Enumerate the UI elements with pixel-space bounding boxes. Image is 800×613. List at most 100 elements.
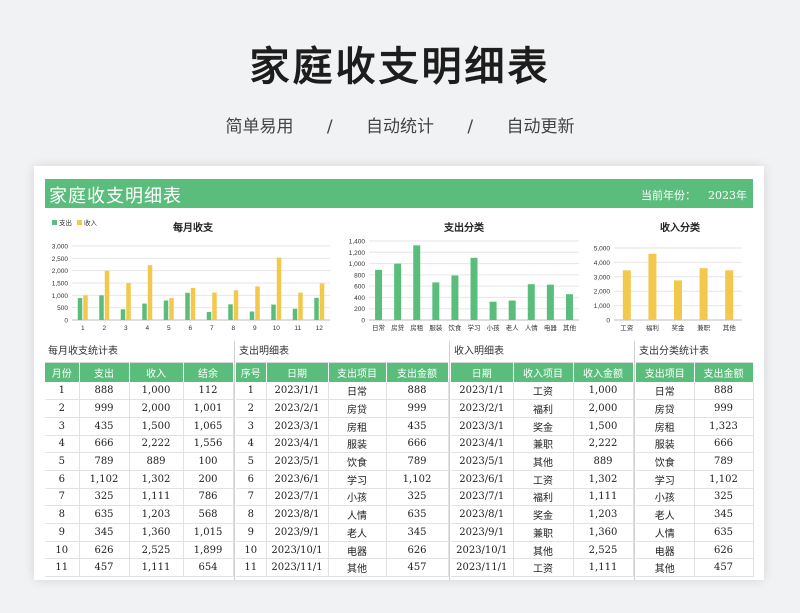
- table-cell: 其他: [513, 541, 574, 560]
- table-cell: 学习: [328, 470, 387, 489]
- expense-category-chart-svg: 支出分类 0 200 400 600 800 1,000 1,200 1,400 日常 房贷 房租 服装…: [349, 221, 579, 332]
- table-cell: 457: [694, 558, 754, 578]
- subtitle-separator: /: [467, 117, 474, 137]
- column-divider: [234, 341, 235, 580]
- table-cell: 工资: [513, 382, 574, 401]
- x-tick-label: 2: [102, 325, 106, 332]
- table-row: 饮食 789: [636, 452, 754, 471]
- table-cell: 房贷: [328, 399, 387, 418]
- column-header: 收入项目: [513, 363, 574, 382]
- table-cell: 2023/2/1: [451, 399, 514, 418]
- table-cell: 1,203: [573, 505, 634, 524]
- table-cell: 2023/10/1: [266, 541, 329, 560]
- table-cell: 635: [386, 505, 449, 524]
- table-row: 日常 888: [636, 382, 754, 401]
- table-row: 小孩 325: [636, 488, 754, 507]
- subtitle-separator: /: [326, 117, 333, 137]
- table-cell: 457: [386, 558, 449, 578]
- table-cell: 789: [79, 452, 130, 471]
- bar: [489, 301, 497, 320]
- table-cell: 1,102: [694, 470, 754, 489]
- table-row: 9 2023/9/1 老人 345: [236, 523, 449, 542]
- table-row: 3 2023/3/1 房租 435: [236, 417, 449, 436]
- table-cell: 889: [573, 452, 634, 471]
- x-tick-label: 兼职: [697, 323, 711, 332]
- spreadsheet-preview: 家庭收支明细表 当前年份： 2023年 每月收支 0 500 1,000 1,500 2,…: [34, 166, 764, 580]
- table-cell: 人情: [328, 505, 387, 524]
- table-header-row: 月份 支出 收入 结余: [45, 363, 234, 382]
- table-cell: 10: [45, 541, 80, 560]
- expense-table-title: 支出明细表: [236, 341, 448, 363]
- table-cell: 小孩: [328, 488, 387, 507]
- table-cell: 奖金: [513, 505, 574, 524]
- table-row: 2023/3/1 奖金 1,500: [451, 417, 634, 436]
- table-cell: 626: [694, 541, 754, 560]
- table-cell: 福利: [513, 488, 574, 507]
- table-row: 2023/2/1 福利 2,000: [451, 399, 634, 418]
- table-cell: 999: [694, 399, 754, 418]
- table-cell: 房租: [636, 417, 695, 436]
- bar: [565, 294, 573, 320]
- bar: [212, 292, 217, 320]
- y-tick-label: 1,500: [52, 281, 69, 288]
- table-cell: 福利: [513, 399, 574, 418]
- table-cell: 服装: [636, 435, 695, 454]
- table-cell: 7: [236, 488, 267, 507]
- sheet-title: 家庭收支明细表: [49, 186, 182, 207]
- y-tick-label: 0: [64, 318, 68, 325]
- bar: [185, 292, 190, 320]
- bar: [99, 295, 104, 320]
- bar: [147, 265, 153, 320]
- table-cell: 1,500: [129, 417, 184, 436]
- table-cell: 2023/4/1: [451, 435, 514, 454]
- table-cell: 635: [79, 505, 130, 524]
- x-tick-label: 工资: [620, 323, 634, 332]
- subtitle-item: 自动统计: [366, 117, 434, 137]
- y-tick-label: 500: [57, 305, 68, 312]
- legend-swatch: [77, 220, 82, 225]
- table-cell: 小孩: [636, 488, 695, 507]
- table-row: 8 635 1,203 568: [45, 505, 234, 524]
- table-row: 服装 666: [636, 435, 754, 454]
- x-tick-label: 饮食: [448, 323, 462, 332]
- table-cell: 2023/2/1: [266, 399, 329, 418]
- table-row: 10 626 2,525 1,899: [45, 541, 234, 560]
- bar: [169, 298, 174, 320]
- bar: [120, 309, 126, 320]
- table-cell: 2,525: [129, 541, 184, 560]
- table-cell: 889: [129, 452, 184, 471]
- table-cell: 2023/11/1: [451, 558, 514, 578]
- table-cell: 1,111: [129, 488, 184, 507]
- page-title: 家庭收支明细表: [249, 44, 551, 90]
- monthly-chart: 每月收支 0 500 1,000 1,500 2,000 2,500 3,000 1 2 3 4 5 6 7…: [46, 214, 336, 338]
- table-cell: 654: [183, 558, 234, 578]
- table-cell: 325: [386, 488, 449, 507]
- x-tick-label: 6: [188, 325, 192, 332]
- x-tick-label: 人情: [525, 323, 539, 332]
- column-header: 支出项目: [328, 363, 387, 382]
- y-tick-label: 1,200: [349, 250, 366, 257]
- y-tick-label: 2,000: [52, 268, 69, 275]
- column-header: 支出金额: [386, 363, 449, 382]
- x-tick-label: 11: [294, 325, 301, 332]
- bar: [206, 311, 212, 320]
- y-tick-label: 3,000: [52, 244, 69, 251]
- x-tick-label: 7: [210, 325, 214, 332]
- column-header: 收入: [129, 363, 184, 382]
- x-tick-label: 老人: [506, 323, 520, 332]
- y-tick-label: 1,000: [594, 303, 611, 310]
- table-row: 其他 457: [636, 558, 754, 578]
- x-tick-label: 9: [253, 325, 257, 332]
- category-table-title: 支出分类统计表: [636, 341, 753, 363]
- table-cell: 666: [386, 435, 449, 454]
- table-cell: 4: [45, 435, 80, 454]
- table-row: 2 2023/2/1 房贷 999: [236, 399, 449, 418]
- table-cell: 2023/7/1: [266, 488, 329, 507]
- table-cell: 345: [694, 505, 754, 524]
- bar: [271, 304, 276, 320]
- table-row: 电器 626: [636, 541, 754, 560]
- y-tick-label: 5,000: [594, 246, 611, 253]
- x-tick-label: 房租: [410, 323, 424, 332]
- table-cell: 100: [183, 452, 234, 471]
- table-cell: 9: [236, 523, 267, 542]
